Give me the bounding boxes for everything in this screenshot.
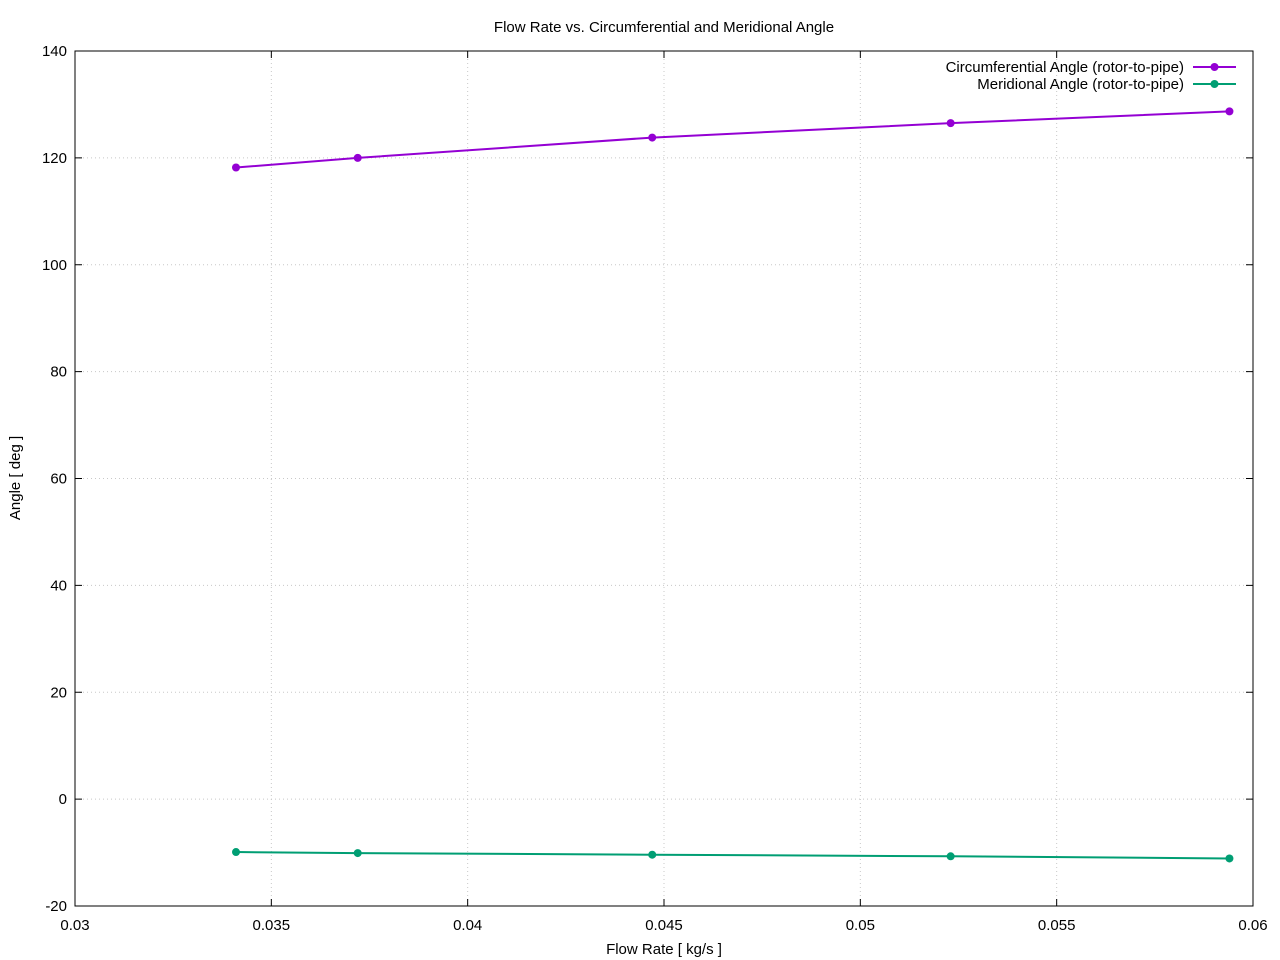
y-tick-labels: -20 0 20 40 60 80 100 120 140 [42,43,67,915]
data-point [946,852,955,861]
y-tick-label: 40 [50,577,67,594]
grid [75,51,1253,906]
plot-frame [74,50,1254,907]
x-tick-label: 0.04 [453,917,482,934]
y-tick-label: 140 [42,43,67,60]
data-point [353,849,362,858]
data-point [1225,107,1234,116]
x-tick-label: 0.03 [60,917,89,934]
y-axis-label: Angle [ deg ] [7,436,24,520]
y-tick-label: 60 [50,471,67,488]
y-tick-label: 120 [42,150,67,167]
x-tick-label: 0.055 [1038,917,1076,934]
data-series [231,107,1234,863]
legend-label: Meridional Angle (rotor-to-pipe) [977,76,1184,93]
legend: Circumferential Angle (rotor-to-pipe)Mer… [946,59,1236,93]
y-tick-label: -20 [45,898,67,915]
data-point [353,153,362,162]
y-tick-label: 0 [59,791,67,808]
x-tick-label: 0.045 [645,917,683,934]
legend-marker [1210,80,1219,88]
legend-marker [1210,63,1219,71]
data-point [648,850,657,859]
data-point [946,119,955,128]
data-point [231,163,240,172]
x-tick-label: 0.05 [846,917,875,934]
data-point [648,133,657,142]
series-2 [231,848,1234,863]
x-tick-label: 0.06 [1238,917,1267,934]
x-tick-label: 0.035 [253,917,291,934]
y-tick-label: 80 [50,364,67,381]
data-point [231,848,240,857]
legend-label: Circumferential Angle (rotor-to-pipe) [946,59,1184,76]
y-tick-label: 20 [50,684,67,701]
series-1 [231,107,1234,172]
chart-title: Flow Rate vs. Circumferential and Meridi… [494,19,834,36]
y-tick-label: 100 [42,257,67,274]
x-tick-labels: 0.03 0.035 0.04 0.045 0.05 0.055 0.06 [60,917,1267,934]
data-point [1225,854,1234,863]
x-axis-label: Flow Rate [ kg/s ] [606,941,722,958]
